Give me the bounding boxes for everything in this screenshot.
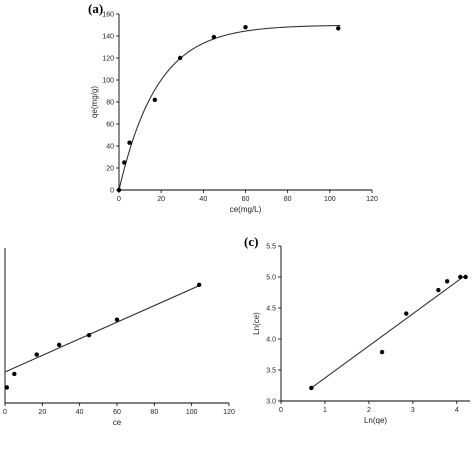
y-tick-label: 140 — [102, 34, 114, 41]
x-tick-label: 60 — [242, 196, 250, 203]
data-point — [177, 55, 183, 61]
data-point — [336, 26, 341, 31]
data-point — [458, 274, 463, 280]
data-point — [243, 25, 248, 30]
data-point — [12, 371, 17, 377]
x-tick-label: 100 — [324, 196, 336, 203]
data-point — [463, 274, 468, 280]
fit-line — [311, 274, 466, 389]
data-point — [116, 187, 122, 193]
data-point — [56, 342, 62, 348]
y-tick-label: 40 — [106, 144, 114, 151]
data-point — [114, 317, 120, 322]
x-tick-label: 3 — [411, 407, 415, 414]
x-tick-label: 100 — [186, 409, 198, 416]
x-tick-label: 60 — [113, 409, 121, 416]
y-tick-label: 120 — [102, 56, 114, 63]
fit-line — [4, 284, 202, 373]
y-tick-label: 3.0 — [266, 399, 276, 406]
x-tick-label: 1 — [323, 407, 327, 414]
x-tick-label: 20 — [38, 409, 46, 416]
x-tick-label: 120 — [366, 196, 378, 203]
x-tick-label: 40 — [76, 409, 84, 416]
data-point — [444, 279, 450, 284]
data-point — [4, 385, 10, 390]
data-point — [34, 352, 39, 357]
y-tick-label: 20 — [106, 166, 114, 173]
panel-label: (c) — [244, 234, 258, 249]
y-tick-label: 160 — [102, 12, 114, 19]
x-tick-label: 80 — [284, 196, 292, 203]
y-axis-label: Ln(ce) — [252, 312, 261, 335]
y-tick-label: 80 — [106, 100, 114, 107]
data-point — [122, 160, 127, 165]
data-point — [404, 311, 409, 316]
x-axis-label: Ln(qe) — [364, 416, 387, 425]
data-point — [309, 385, 314, 391]
fit-curve — [118, 24, 341, 191]
data-point — [196, 282, 202, 288]
x-tick-label: 20 — [157, 196, 165, 203]
x-tick-label: 2 — [367, 407, 371, 414]
y-tick-label: 3.5 — [266, 368, 276, 375]
data-point — [436, 287, 441, 293]
chart-panel-c: 0 1 2 3 4 3.0 3.5 4.0 4.5 5.0 5.5 Ln(qe) Ln(ce) (c) — [244, 234, 470, 425]
y-tick-label: 0 — [110, 188, 114, 195]
data-point — [379, 349, 385, 355]
x-tick-label: 120 — [223, 409, 235, 416]
data-point — [86, 332, 92, 338]
panel-label: (a) — [88, 1, 103, 16]
y-tick-label: 100 — [102, 78, 114, 85]
y-tick-label: 5.0 — [266, 275, 276, 282]
y-axis-label: qe(mg/g) — [90, 86, 99, 118]
data-point — [152, 97, 158, 103]
x-tick-label: 0 — [117, 196, 121, 203]
y-tick-label: 4.0 — [266, 337, 276, 344]
x-tick-label: 0 — [279, 407, 283, 414]
y-tick-label: 60 — [106, 122, 114, 129]
chart-panel-a: 0 20 40 60 80 100 120 0 20 40 60 80 100 120 140 160 ce(m… — [88, 1, 378, 214]
x-tick-label: 80 — [150, 409, 158, 416]
x-axis-label: ce — [113, 418, 122, 427]
data-point — [127, 140, 132, 145]
y-tick-label: 4.5 — [266, 306, 276, 313]
x-tick-label: 40 — [199, 196, 207, 203]
x-axis-label: ce(mg/L) — [230, 205, 262, 214]
y-tick-label: 5.5 — [266, 244, 276, 251]
x-tick-label: 0 — [3, 409, 7, 416]
x-tick-label: 4 — [455, 407, 459, 414]
chart-panel-b: 0 20 40 60 80 100 120 ce — [3, 248, 235, 427]
data-point — [211, 34, 217, 40]
